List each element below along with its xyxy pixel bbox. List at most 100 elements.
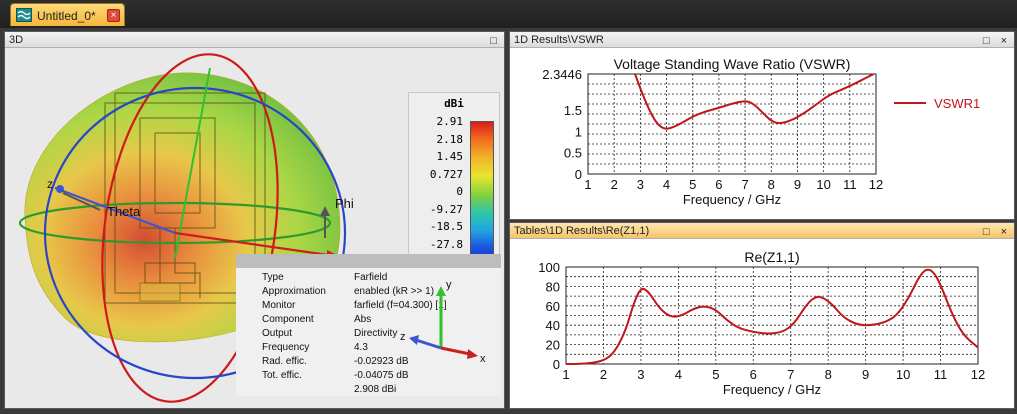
colorbar-tick-label: 0.727 <box>429 167 463 181</box>
chart-title: Voltage Standing Wave Ratio (VSWR) <box>614 56 851 72</box>
x-tick-label: 9 <box>862 367 869 382</box>
info-value: enabled (kR >> 1) <box>354 286 435 297</box>
rez-chart-area[interactable]: 1 2 3 4 5 6 7 8 9 10 11 12 0 20 40 60 80 100 Re(Z1,1) Frequ… <box>510 239 1014 408</box>
y-tick-label: 2.3446 <box>542 67 582 82</box>
vswr-title-bar: 1D Results\VSWR □ × <box>510 32 1014 48</box>
x-tick-label: 8 <box>825 367 832 382</box>
x-tick-label: 5 <box>712 367 719 382</box>
x-tick-label: 6 <box>750 367 757 382</box>
view3d-canvas[interactable]: z Theta Phi x dBi 2.91 2.18 1.45 0.727 0 -9.2… <box>5 48 504 408</box>
info-key: Output <box>262 328 293 339</box>
x-tick-label: 12 <box>869 177 883 192</box>
y-tick-label: 40 <box>546 318 560 333</box>
colorbar-gradient <box>470 121 494 265</box>
info-value: -0.02923 dB <box>354 356 409 367</box>
info-value: Farfield <box>354 272 388 283</box>
info-value: Directivity <box>354 328 398 339</box>
info-key: Tot. effic. <box>262 370 302 381</box>
x-tick-label: 12 <box>971 367 985 382</box>
view3d-title: 3D <box>9 34 24 46</box>
colorbar-tick-label: 2.91 <box>436 115 464 128</box>
x-tick-label: 7 <box>741 177 748 192</box>
colorbar-tick-label: 1.45 <box>436 150 464 163</box>
y-tick-label: 80 <box>546 279 560 294</box>
colorbar-tick-label: -9.27 <box>429 202 463 216</box>
vswr-pane-title: 1D Results\VSWR <box>514 34 604 46</box>
phi-ring <box>18 201 332 245</box>
series-line <box>565 268 979 365</box>
grid <box>565 266 979 365</box>
y-tick-label: 100 <box>538 260 560 275</box>
x-tick-label: 6 <box>715 177 722 192</box>
x-tick-label: 10 <box>816 177 830 192</box>
mini-axes: y x z <box>400 279 486 365</box>
close-tab-icon[interactable]: × <box>107 9 120 22</box>
info-key: Rad. effic. <box>262 356 307 367</box>
x-tick-label: 8 <box>768 177 775 192</box>
colorbar-tick-label: 0 <box>456 185 463 198</box>
x-tick-label: 11 <box>934 367 948 382</box>
y-tick-label: 1.5 <box>564 103 582 118</box>
rez-title-bar: Tables\1D Results\Re(Z1,1) □ × <box>510 223 1014 239</box>
info-key: Frequency <box>262 342 310 353</box>
series-line <box>634 73 874 130</box>
x-tick-label: 7 <box>787 367 794 382</box>
vswr-chart-area[interactable]: 1 2 3 4 5 6 7 8 9 10 11 12 0 0.5 1 1.5 2.3446 Voltage Sta… <box>510 48 1014 219</box>
y-tick-label: 0.5 <box>564 146 582 161</box>
info-key: Approximation <box>262 286 326 297</box>
theta-direction-arrow <box>62 192 101 211</box>
x-tick-label: 4 <box>663 177 670 192</box>
mini-axis-z: z <box>400 331 406 343</box>
info-value: 4.3 <box>354 342 368 353</box>
colorbar-unit: dBi <box>444 97 464 110</box>
y-tick-label: 60 <box>546 299 560 314</box>
info-value: 2.908 dBi <box>354 384 397 395</box>
rez-pane-title: Tables\1D Results\Re(Z1,1) <box>514 225 650 237</box>
vswr-window-buttons[interactable]: □ × <box>982 35 1011 47</box>
x-tick-label: 5 <box>689 177 696 192</box>
x-tick-label: 2 <box>611 177 618 192</box>
info-value: -0.04075 dB <box>354 370 409 381</box>
info-key: Monitor <box>262 300 296 311</box>
rez-chart[interactable]: 1 2 3 4 5 6 7 8 9 10 11 12020406080100Re(Z1,1)Frequ… <box>510 239 1014 408</box>
document-tab[interactable]: Untitled_0* × <box>10 3 125 26</box>
chart-title: Re(Z1,1) <box>744 249 799 265</box>
x-tick-label: 4 <box>675 367 682 382</box>
grid <box>587 73 877 175</box>
farfield-info-panel: Type Farfield Approximation enabled (kR >> … <box>236 254 501 396</box>
vswr-pane: 1D Results\VSWR □ × 1 2 3 4 5 6 7 8 9 10 11 12 0 0.5 1… <box>509 31 1015 220</box>
x-tick-label: 3 <box>637 177 644 192</box>
x-tick-label: 1 <box>562 367 569 382</box>
document-tab-label: Untitled_0* <box>37 9 96 23</box>
theta-ring-blue <box>43 86 347 380</box>
mini-axis-y: y <box>446 279 452 291</box>
view3d-title-bar: 3D □ <box>5 32 504 48</box>
colorbar-tick-label: 2.18 <box>436 132 464 146</box>
x-tick-label: 1 <box>584 177 591 192</box>
view3d-pane: 3D □ <box>4 31 505 409</box>
y-tick-label: 20 <box>546 338 560 353</box>
z-axis <box>54 186 176 235</box>
x-axis <box>174 231 336 258</box>
y-axis <box>174 67 211 259</box>
rez-window-buttons[interactable]: □ × <box>982 226 1011 238</box>
mini-axis-x: x <box>480 353 486 365</box>
legend-label: VSWR1 <box>934 96 980 111</box>
axis-label-theta: Theta <box>107 204 141 219</box>
x-tick-label: 10 <box>896 367 910 382</box>
x-axis-label: Frequency / GHz <box>683 192 781 207</box>
theta-ring-red <box>101 53 279 403</box>
info-key: Type <box>262 272 284 283</box>
info-key: Component <box>262 314 314 325</box>
project-icon <box>16 8 32 22</box>
colorbar-legend: dBi 2.912.181.450.7270-9.27-18.5-27.8-37… <box>408 92 500 278</box>
y-tick-label: 0 <box>575 167 582 182</box>
colorbar-tick-label: -27.8 <box>429 237 463 251</box>
x-tick-label: 9 <box>794 177 801 192</box>
axis-label-z: z <box>47 177 53 191</box>
colorbar-tick-label: -18.5 <box>429 220 463 233</box>
maximize-button[interactable]: □ <box>490 35 501 47</box>
y-tick-label: 1 <box>575 124 582 139</box>
